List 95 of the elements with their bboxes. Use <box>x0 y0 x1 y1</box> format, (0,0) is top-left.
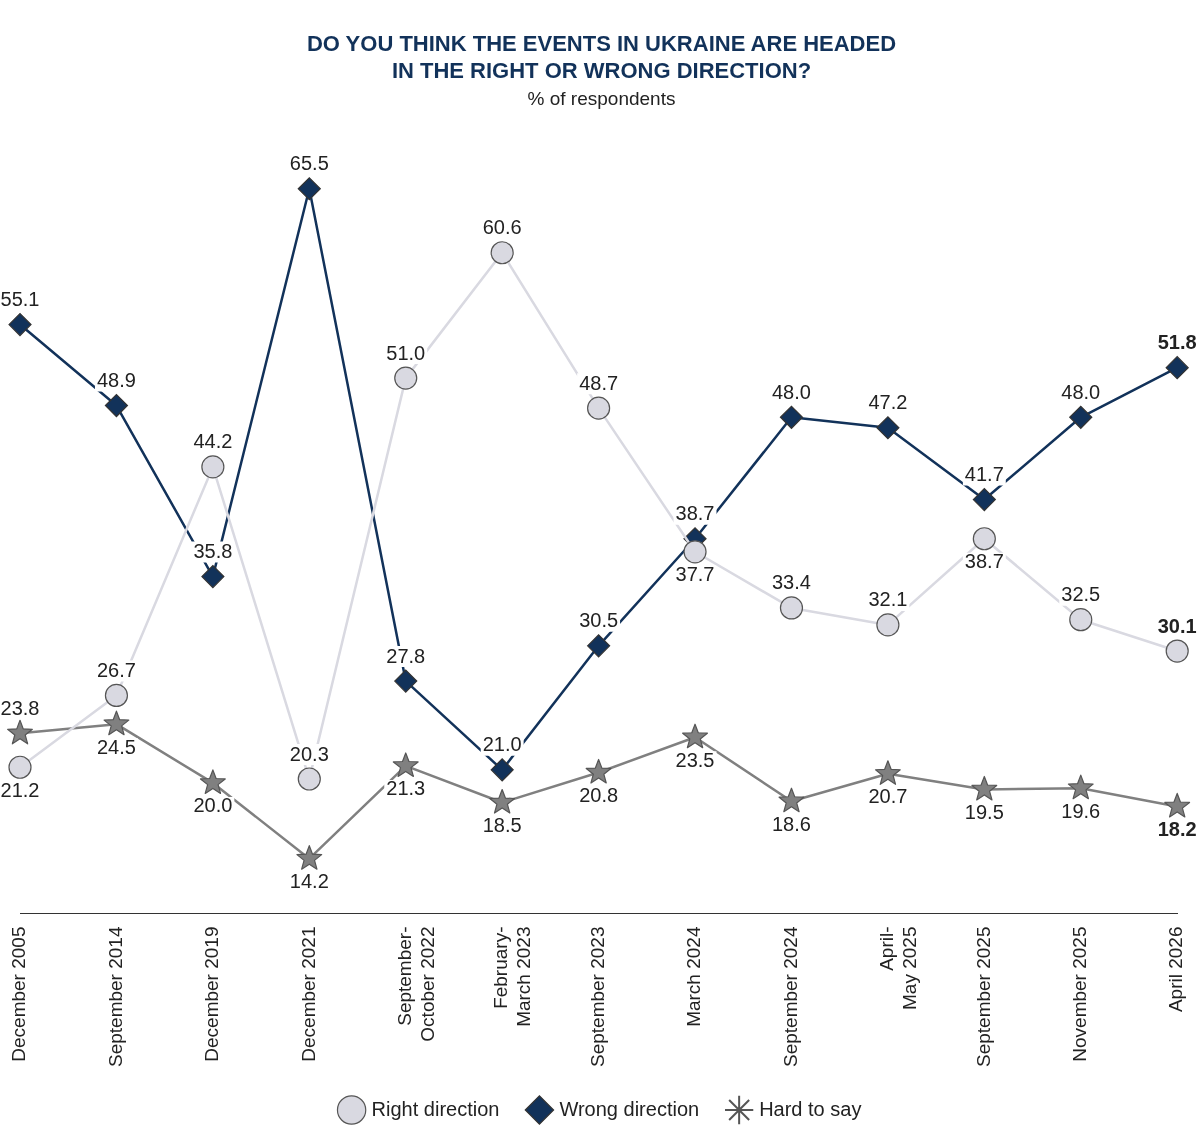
legend-label: Right direction <box>371 1097 500 1120</box>
point <box>7 719 33 745</box>
data-label: 65.5 <box>289 152 329 175</box>
data-label: 21.3 <box>386 777 426 800</box>
point <box>201 455 225 479</box>
point <box>779 405 804 429</box>
point <box>587 634 611 658</box>
data-label: 47.2 <box>868 391 908 414</box>
data-label: 32.5 <box>1061 583 1101 606</box>
data-label: 26.7 <box>96 658 136 681</box>
point <box>8 312 32 337</box>
point <box>1165 639 1189 663</box>
x-tick-label: September 2024 <box>779 926 801 1068</box>
data-label: 18.2 <box>1157 817 1197 840</box>
point <box>392 752 419 778</box>
data-label: 18.6 <box>772 812 811 835</box>
data-label: 20.3 <box>289 742 329 765</box>
point <box>683 540 707 564</box>
data-label: 48.7 <box>579 371 619 394</box>
x-tick-label: April-May 2025 <box>876 926 920 1010</box>
data-label: 37.7 <box>675 563 715 586</box>
data-label: 38.7 <box>964 550 1004 573</box>
chart-subtitle: % of respondents <box>526 88 677 110</box>
point <box>587 396 611 420</box>
x-tick-label: November 2025 <box>1069 926 1090 1062</box>
x-tick-label: September 2023 <box>586 926 608 1068</box>
data-label: 33.4 <box>772 571 811 594</box>
data-label: 14.2 <box>289 870 329 893</box>
data-label: 19.6 <box>1061 799 1101 822</box>
data-label: 60.6 <box>482 216 522 239</box>
point <box>876 416 900 440</box>
point <box>1069 608 1093 632</box>
point <box>971 775 998 801</box>
data-label: 21.2 <box>0 778 40 801</box>
point <box>199 769 226 795</box>
point <box>394 366 418 390</box>
point <box>585 758 612 784</box>
point <box>874 760 901 785</box>
data-label: 30.1 <box>1157 614 1197 637</box>
data-label: 23.8 <box>0 696 40 719</box>
point <box>1164 792 1191 818</box>
point <box>682 723 708 749</box>
point <box>972 487 996 512</box>
data-label: 51.8 <box>1157 331 1197 354</box>
data-label: 32.1 <box>868 588 908 611</box>
legend-label: Hard to say <box>759 1097 862 1120</box>
x-tick-label: April 2026 <box>1165 926 1187 1013</box>
data-label: 41.7 <box>964 463 1004 486</box>
point <box>104 683 129 708</box>
data-label: 20.0 <box>193 794 233 817</box>
point <box>1067 774 1094 800</box>
data-label: 44.2 <box>193 430 233 453</box>
point <box>104 393 129 418</box>
legend-label: Wrong direction <box>559 1097 700 1120</box>
data-label: 48.0 <box>772 380 811 403</box>
point <box>876 613 900 637</box>
point <box>1165 356 1189 380</box>
point <box>972 527 996 551</box>
point <box>1069 405 1093 429</box>
point <box>490 241 514 265</box>
x-tick-label: March 2024 <box>683 926 705 1027</box>
data-label: 27.8 <box>386 644 426 667</box>
point <box>8 755 32 779</box>
data-label: 19.5 <box>964 800 1004 823</box>
point <box>778 787 805 813</box>
x-tick-label: February-March 2023 <box>490 926 535 1027</box>
x-tick-label: September 2014 <box>104 926 126 1068</box>
data-label: 23.5 <box>675 748 715 771</box>
x-tick-label: December 2005 <box>8 926 30 1062</box>
data-label: 20.7 <box>868 785 908 808</box>
x-tick-label: September 2025 <box>972 926 994 1068</box>
data-label: 35.8 <box>193 540 233 563</box>
data-label: 55.1 <box>0 288 40 311</box>
point <box>296 845 323 870</box>
point <box>394 669 418 693</box>
point <box>779 596 804 620</box>
x-tick-label: December 2019 <box>201 926 223 1062</box>
data-label: 48.0 <box>1061 380 1101 403</box>
x-tick-label: December 2021 <box>297 926 319 1062</box>
point <box>297 177 321 201</box>
point <box>297 767 321 791</box>
chart-title: DO YOU THINK THE EVENTS IN UKRAINE ARE HEADED IN THE RIGHT OR WRONG DIRECTION? <box>305 30 898 84</box>
data-label: 48.9 <box>96 369 136 392</box>
data-label: 24.5 <box>96 735 136 758</box>
data-label: 21.0 <box>482 733 522 756</box>
point <box>103 710 130 736</box>
data-label: 18.5 <box>482 814 522 837</box>
point <box>490 758 514 782</box>
data-label: 20.8 <box>579 784 619 806</box>
data-label: 30.5 <box>579 609 619 632</box>
data-label: 51.0 <box>386 341 426 364</box>
point <box>201 565 225 589</box>
data-label: 38.7 <box>675 502 715 525</box>
x-tick-label: September-October 2022 <box>393 926 438 1042</box>
point <box>489 788 516 814</box>
